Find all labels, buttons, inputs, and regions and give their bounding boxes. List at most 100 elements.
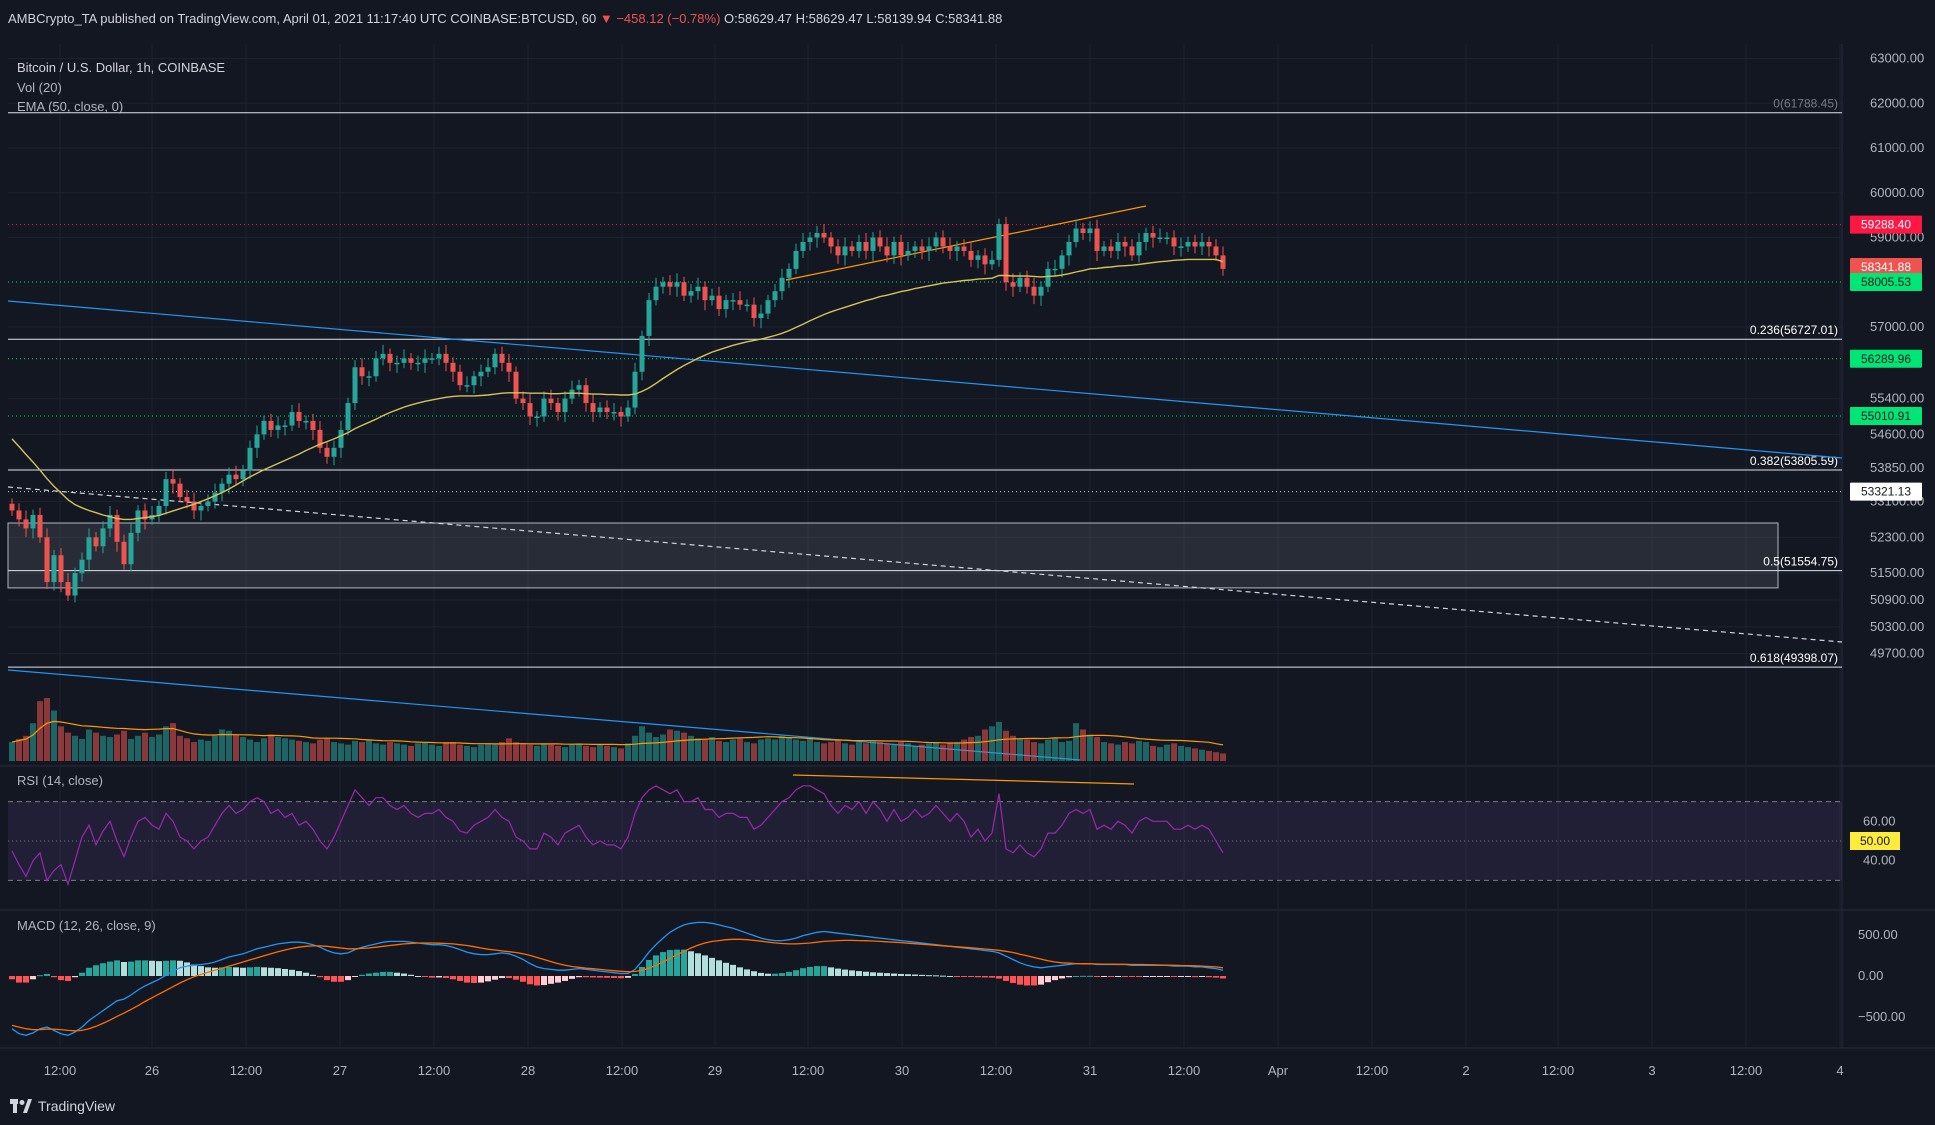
time-tick-label: 27 xyxy=(333,1063,347,1078)
candle-body xyxy=(303,420,309,423)
candle-body xyxy=(534,416,540,418)
macd-histogram-bar xyxy=(807,966,813,976)
macd-tick-label: −500.00 xyxy=(1858,1009,1905,1024)
macd-histogram-bar xyxy=(506,976,512,979)
ema-legend[interactable]: EMA (50, close, 0) xyxy=(17,99,124,114)
volume-bar xyxy=(905,743,911,761)
macd-histogram-bar xyxy=(457,976,463,981)
candle-body xyxy=(1066,241,1072,256)
time-tick-label: Apr xyxy=(1268,1063,1289,1078)
volume-bar xyxy=(1073,723,1079,761)
volume-bar xyxy=(1108,743,1114,761)
candle-body xyxy=(842,246,848,256)
macd-histogram-bar xyxy=(576,976,582,978)
volume-bar xyxy=(898,742,904,761)
price-label-text: 56289.96 xyxy=(1861,352,1911,366)
macd-histogram-bar xyxy=(338,976,344,982)
candle-body xyxy=(632,371,638,408)
candle-body xyxy=(492,353,498,368)
candle-body xyxy=(65,582,71,596)
candle-body xyxy=(72,573,78,596)
macd-histogram-bar xyxy=(688,951,694,976)
macd-histogram-bar xyxy=(373,972,379,976)
volume-bar xyxy=(723,742,729,761)
macd-histogram-bar xyxy=(317,976,323,978)
candle-body xyxy=(597,407,603,413)
candle-body xyxy=(1052,268,1058,271)
macd-histogram-bar xyxy=(954,976,960,977)
candle-body xyxy=(506,362,512,372)
volume-bar xyxy=(1115,744,1121,761)
volume-bar xyxy=(359,742,365,761)
macd-histogram-bar xyxy=(891,973,897,976)
candle-body xyxy=(1031,286,1037,296)
volume-legend[interactable]: Vol (20) xyxy=(17,80,62,95)
volume-bar xyxy=(121,730,127,761)
macd-histogram-bar xyxy=(1066,976,1072,978)
time-tick-label: 12:00 xyxy=(1542,1063,1575,1078)
volume-bar xyxy=(380,744,386,761)
volume-bar xyxy=(653,737,659,761)
volume-bar xyxy=(65,732,71,761)
volume-bar xyxy=(331,742,337,761)
volume-bar xyxy=(457,744,463,761)
macd-histogram-bar xyxy=(933,975,939,977)
macd-histogram-bar xyxy=(940,975,946,977)
macd-histogram-bar xyxy=(562,976,568,981)
rsi-legend[interactable]: RSI (14, close) xyxy=(17,773,103,788)
macd-histogram-bar xyxy=(856,971,862,976)
candle-body xyxy=(415,362,421,365)
publisher-name[interactable]: AMBCrypto_TA xyxy=(8,11,97,26)
volume-bar xyxy=(947,743,953,761)
volume-bar xyxy=(79,738,85,761)
price-label-bg xyxy=(1850,482,1922,501)
volume-bar xyxy=(716,740,722,761)
fib-level-label: 0(61788.45) xyxy=(1773,97,1838,111)
volume-bar xyxy=(611,747,617,761)
candle-body xyxy=(618,412,624,417)
macd-histogram-bar xyxy=(723,962,729,976)
macd-histogram-bar xyxy=(1101,976,1107,977)
macd-histogram-bar xyxy=(1150,976,1156,977)
volume-bar xyxy=(758,739,764,761)
descending-trendline-upper xyxy=(7,300,1843,459)
candle-body xyxy=(79,559,85,574)
macd-histogram-bar xyxy=(674,949,680,976)
volume-bar xyxy=(548,744,554,761)
price-label-badge: 55010.91 xyxy=(1850,407,1922,426)
volume-bar xyxy=(702,739,708,761)
tradingview-logo[interactable]: TradingView xyxy=(10,1098,115,1114)
volume-bar xyxy=(1206,750,1212,761)
time-tick-label: 12:00 xyxy=(1168,1063,1201,1078)
volume-bar xyxy=(618,748,624,761)
macd-legend[interactable]: MACD (12, 26, close, 9) xyxy=(17,918,156,933)
volume-bar xyxy=(296,740,302,761)
volume-bar xyxy=(233,734,239,761)
candle-body xyxy=(590,403,596,413)
volume-bar xyxy=(198,739,204,761)
volume-bar xyxy=(667,729,673,761)
volume-bar xyxy=(51,710,57,761)
fib-level-label: 0.618(49398.07) xyxy=(1750,651,1838,665)
candle-body xyxy=(821,233,827,238)
candle-body xyxy=(121,541,127,565)
volume-bar xyxy=(1171,743,1177,761)
volume-bar xyxy=(1066,740,1072,761)
candle-body xyxy=(744,304,750,307)
time-tick-label: 30 xyxy=(895,1063,909,1078)
signal-line xyxy=(11,938,1224,1032)
volume-bar xyxy=(1150,745,1156,761)
macd-histogram-bar xyxy=(842,969,848,976)
candle-body xyxy=(191,501,197,511)
candle-body xyxy=(58,555,64,583)
candle-body xyxy=(1024,277,1030,287)
candle-body xyxy=(471,376,477,386)
macd-histogram-bar xyxy=(51,976,57,978)
volume-bar xyxy=(429,744,435,761)
candle-body xyxy=(443,353,449,363)
candle-body xyxy=(499,353,505,363)
candle-body xyxy=(926,246,932,251)
candle-body xyxy=(863,241,869,251)
volume-bar xyxy=(163,726,169,761)
